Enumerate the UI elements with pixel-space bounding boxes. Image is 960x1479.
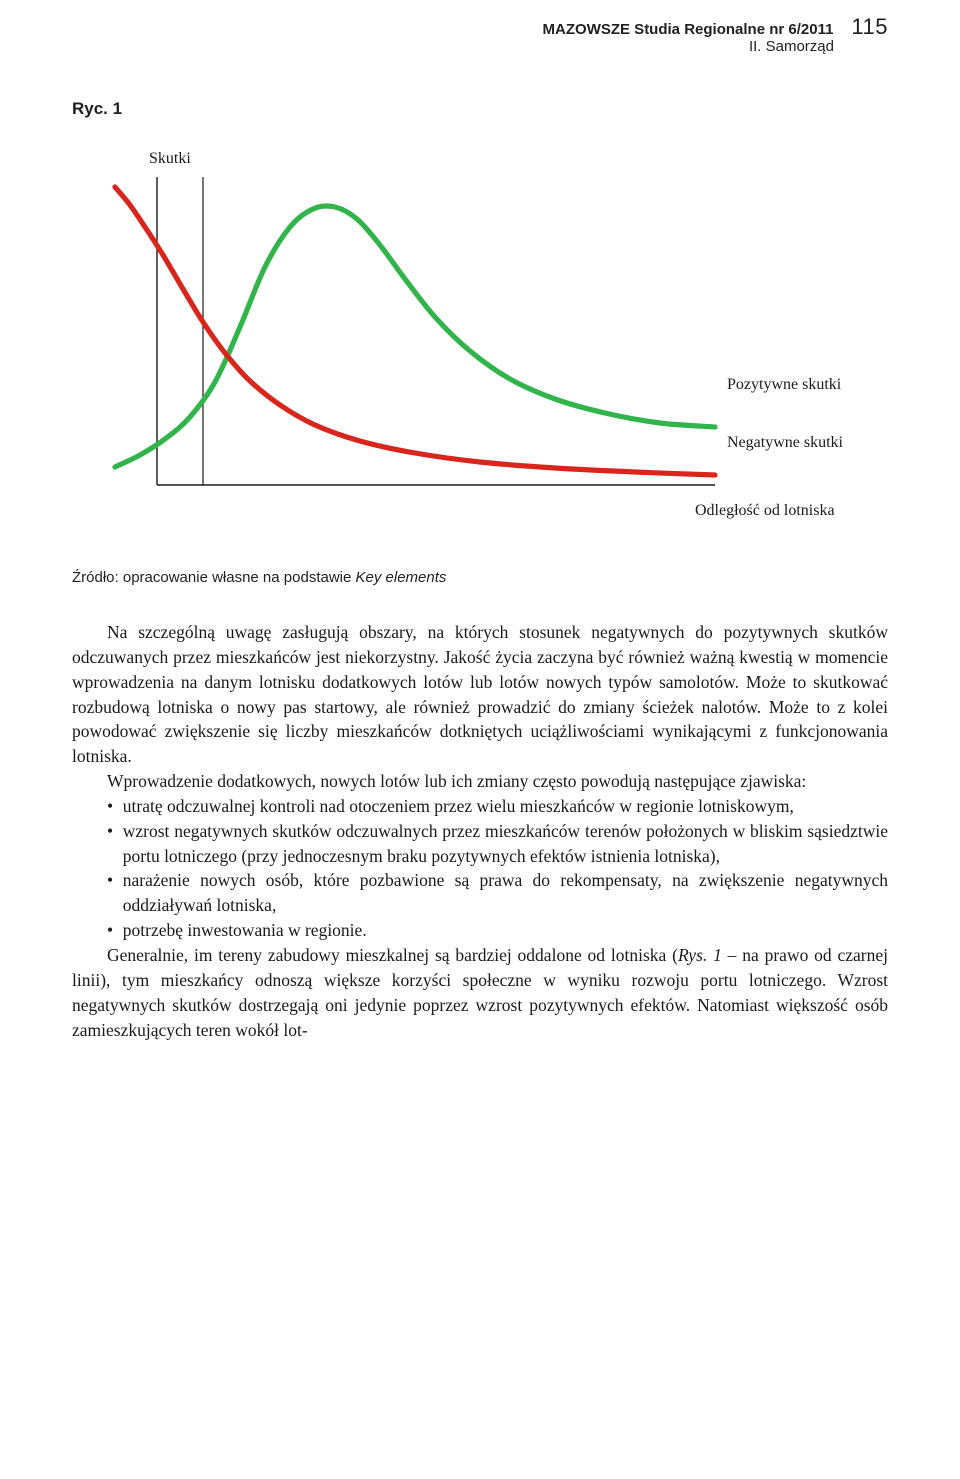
caption-italic: Key elements xyxy=(356,569,447,586)
page-number: 115 xyxy=(851,14,888,40)
list-item: narażenie nowych osób, które pozbawione … xyxy=(107,868,888,918)
chart-svg: Skutki Odległość od lotniska Pozytywne sku… xyxy=(85,127,875,547)
list-item: utratę odczuwalnej kontroli nad otoczeni… xyxy=(107,794,888,819)
paragraph-1: Na szczególną uwagę zasługują obszary, n… xyxy=(72,620,888,769)
caption-prefix: Źródło: opracowanie własne na podstawie xyxy=(72,569,356,586)
svg-text:Skutki: Skutki xyxy=(149,150,191,167)
list-item: potrzebę inwestowania w regionie. xyxy=(107,918,888,943)
paragraph-3: Generalnie, im tereny zabudowy mieszkaln… xyxy=(72,943,888,1042)
p3-part-a: Generalnie, im tereny zabudowy mieszkaln… xyxy=(107,945,678,965)
p3-italic: Rys. 1 xyxy=(678,945,722,965)
figure-chart: Skutki Odległość od lotniska Pozytywne sku… xyxy=(72,127,888,547)
svg-text:Pozytywne skutki: Pozytywne skutki xyxy=(727,376,842,393)
list-item: wzrost negatywnych skutków odczuwalnych … xyxy=(107,819,888,869)
svg-text:Negatywne skutki: Negatywne skutki xyxy=(727,434,844,451)
svg-text:Odległość od lotniska: Odległość od lotniska xyxy=(695,502,835,519)
body-text: Na szczególną uwagę zasługują obszary, n… xyxy=(72,620,888,1042)
figure-caption: Źródło: opracowanie własne na podstawie … xyxy=(72,569,888,586)
figure-label: Ryc. 1 xyxy=(72,99,888,119)
bullet-list: utratę odczuwalnej kontroli nad otoczeni… xyxy=(72,794,888,943)
page-header: MAZOWSZE Studia Regionalne nr 6/2011 115 xyxy=(72,14,888,40)
section-label: II. Samorząd xyxy=(72,38,834,55)
paragraph-2: Wprowadzenie dodatkowych, nowych lotów l… xyxy=(72,769,888,794)
journal-title: MAZOWSZE Studia Regionalne nr 6/2011 xyxy=(543,21,834,38)
